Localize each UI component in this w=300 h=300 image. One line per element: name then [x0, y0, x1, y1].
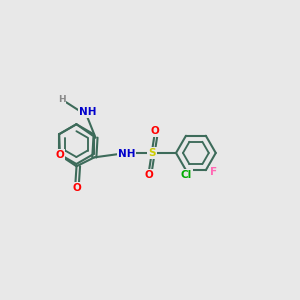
Text: O: O — [56, 150, 64, 160]
Text: NH: NH — [118, 148, 135, 158]
Text: NH: NH — [80, 107, 97, 117]
Text: S: S — [148, 148, 155, 158]
Text: O: O — [151, 126, 160, 136]
Text: O: O — [72, 183, 81, 193]
Text: Cl: Cl — [180, 169, 192, 180]
Text: F: F — [210, 167, 217, 177]
Text: O: O — [145, 170, 154, 180]
Text: H: H — [58, 95, 65, 104]
